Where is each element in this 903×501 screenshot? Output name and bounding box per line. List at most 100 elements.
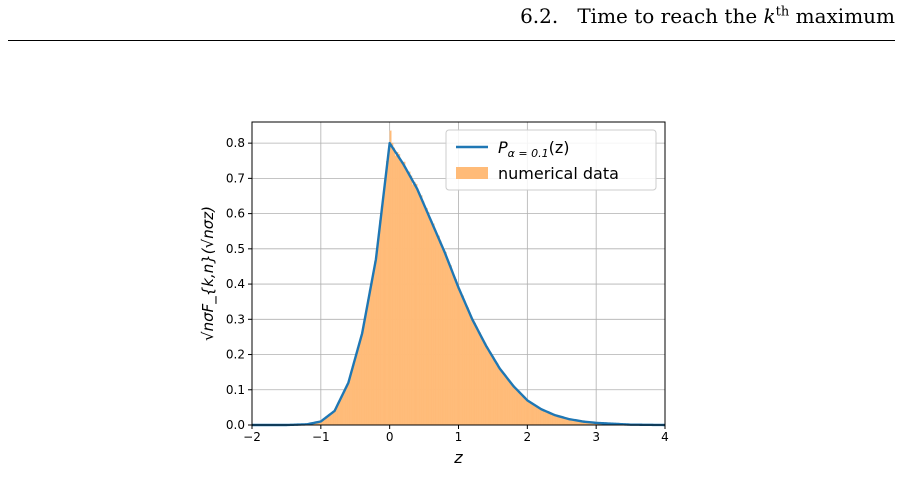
x-axis-label: z xyxy=(453,448,463,467)
histogram-bar xyxy=(384,177,387,426)
histogram-bar xyxy=(456,283,459,426)
histogram-bar xyxy=(375,251,378,426)
histogram-bar xyxy=(420,195,423,426)
histogram-bar xyxy=(523,397,526,426)
histogram-bar xyxy=(363,318,366,426)
histogram-bar xyxy=(374,261,377,426)
histogram-bar xyxy=(497,366,500,426)
histogram-bar xyxy=(482,341,485,426)
legend: Pα = 0.1(z) numerical data xyxy=(445,129,657,191)
histogram-bar xyxy=(380,206,383,426)
histogram-bar xyxy=(398,154,401,426)
histogram-bar xyxy=(372,272,375,426)
histogram-bar xyxy=(355,354,358,426)
histogram-bar xyxy=(423,208,426,426)
histogram-bar xyxy=(422,201,425,426)
histogram-bar xyxy=(522,395,525,426)
histogram-bar xyxy=(449,265,452,426)
histogram-bar xyxy=(516,390,519,426)
histogram-bar xyxy=(511,385,514,426)
histogram-bar xyxy=(465,305,468,426)
histogram-bar xyxy=(549,412,552,426)
header-rule xyxy=(8,40,895,41)
histogram-bar xyxy=(377,238,380,426)
histogram-bar xyxy=(458,290,461,426)
tick-labels: −2 −1 0 1 2 3 4 0.0 0.1 0.2 0.3 0.4 0.5 0.6 0.7 0.8 xyxy=(226,136,669,444)
histogram-bar xyxy=(434,230,437,426)
histogram-bar xyxy=(478,332,482,426)
histogram-bar xyxy=(472,319,475,426)
histogram-bar xyxy=(448,262,451,426)
histogram-bar xyxy=(494,361,497,426)
histogram-bar xyxy=(527,400,530,426)
histogram-bar xyxy=(461,295,464,426)
legend-histogram-label: numerical data xyxy=(498,164,619,183)
histogram-bar xyxy=(544,410,547,426)
histogram-bar xyxy=(504,376,507,426)
histogram-bar xyxy=(389,130,392,426)
histogram-bar xyxy=(473,322,476,426)
histogram-bar xyxy=(537,407,540,426)
histogram-bar xyxy=(485,346,488,426)
histogram-bar xyxy=(439,240,442,426)
histogram-bar xyxy=(551,413,554,426)
x-tick-label: −1 xyxy=(312,430,330,444)
histogram-bar xyxy=(437,235,440,426)
histogram-bar xyxy=(415,183,418,426)
histogram-bar xyxy=(382,196,385,426)
section-title-pre: Time to reach the xyxy=(577,4,758,28)
legend-bar-swatch xyxy=(456,167,488,179)
histogram-bar xyxy=(451,271,454,426)
histogram-bar xyxy=(441,248,444,426)
legend-curve-label: Pα = 0.1(z) xyxy=(498,138,570,160)
histogram-bar xyxy=(534,405,537,426)
histogram-bar xyxy=(341,395,344,426)
histogram-bar xyxy=(520,393,523,426)
y-tick-label: 0.7 xyxy=(226,171,245,185)
histogram-bar xyxy=(358,342,361,426)
histogram-bar xyxy=(540,409,543,426)
histogram-bar xyxy=(528,402,531,426)
legend-curve-arg: (z) xyxy=(549,138,570,157)
histogram-bar xyxy=(396,151,399,426)
section-title-k: k xyxy=(763,4,776,28)
histogram-bar xyxy=(446,259,449,426)
histogram-bar xyxy=(413,182,416,426)
histogram-bar xyxy=(417,191,420,426)
curve-line xyxy=(252,141,666,427)
histogram-bar xyxy=(425,208,428,426)
histogram-bar xyxy=(346,384,349,426)
y-tick-label: 0.3 xyxy=(226,312,245,326)
y-axis-label: √nσF_{k,n}(√nσz) xyxy=(199,206,218,341)
section-title-sup: th xyxy=(775,4,790,20)
histogram-bar xyxy=(430,221,433,426)
histogram-bar xyxy=(518,391,521,426)
histogram-bar xyxy=(484,342,487,426)
legend-box xyxy=(445,129,657,191)
y-tick-label: 0.5 xyxy=(226,242,245,256)
y-tick-label: 0.0 xyxy=(226,418,245,432)
histogram-bar xyxy=(489,352,492,426)
histogram-bar xyxy=(491,354,494,426)
histogram-bar xyxy=(387,150,390,426)
histogram-bar xyxy=(391,142,394,426)
histogram-bar xyxy=(386,161,389,426)
histogram-bar xyxy=(535,406,538,426)
y-tick-label: 0.8 xyxy=(226,136,245,150)
axis-labels: z √nσF_{k,n}(√nσz) xyxy=(199,206,463,467)
histogram-bar xyxy=(432,223,435,426)
histogram-bar xyxy=(547,412,550,426)
histogram-bar xyxy=(370,283,373,426)
histogram-bar xyxy=(468,312,471,426)
histogram-bar xyxy=(460,292,463,426)
histogram-bar xyxy=(546,411,549,426)
histogram-bar xyxy=(435,235,439,426)
x-tick-label: 1 xyxy=(455,430,463,444)
x-tick-label: −2 xyxy=(243,430,261,444)
histogram-bar xyxy=(401,161,404,426)
y-tick-label: 0.2 xyxy=(226,348,245,362)
histogram-bar xyxy=(530,402,533,426)
histogram-bar xyxy=(509,382,512,426)
histogram-bar xyxy=(542,409,545,426)
